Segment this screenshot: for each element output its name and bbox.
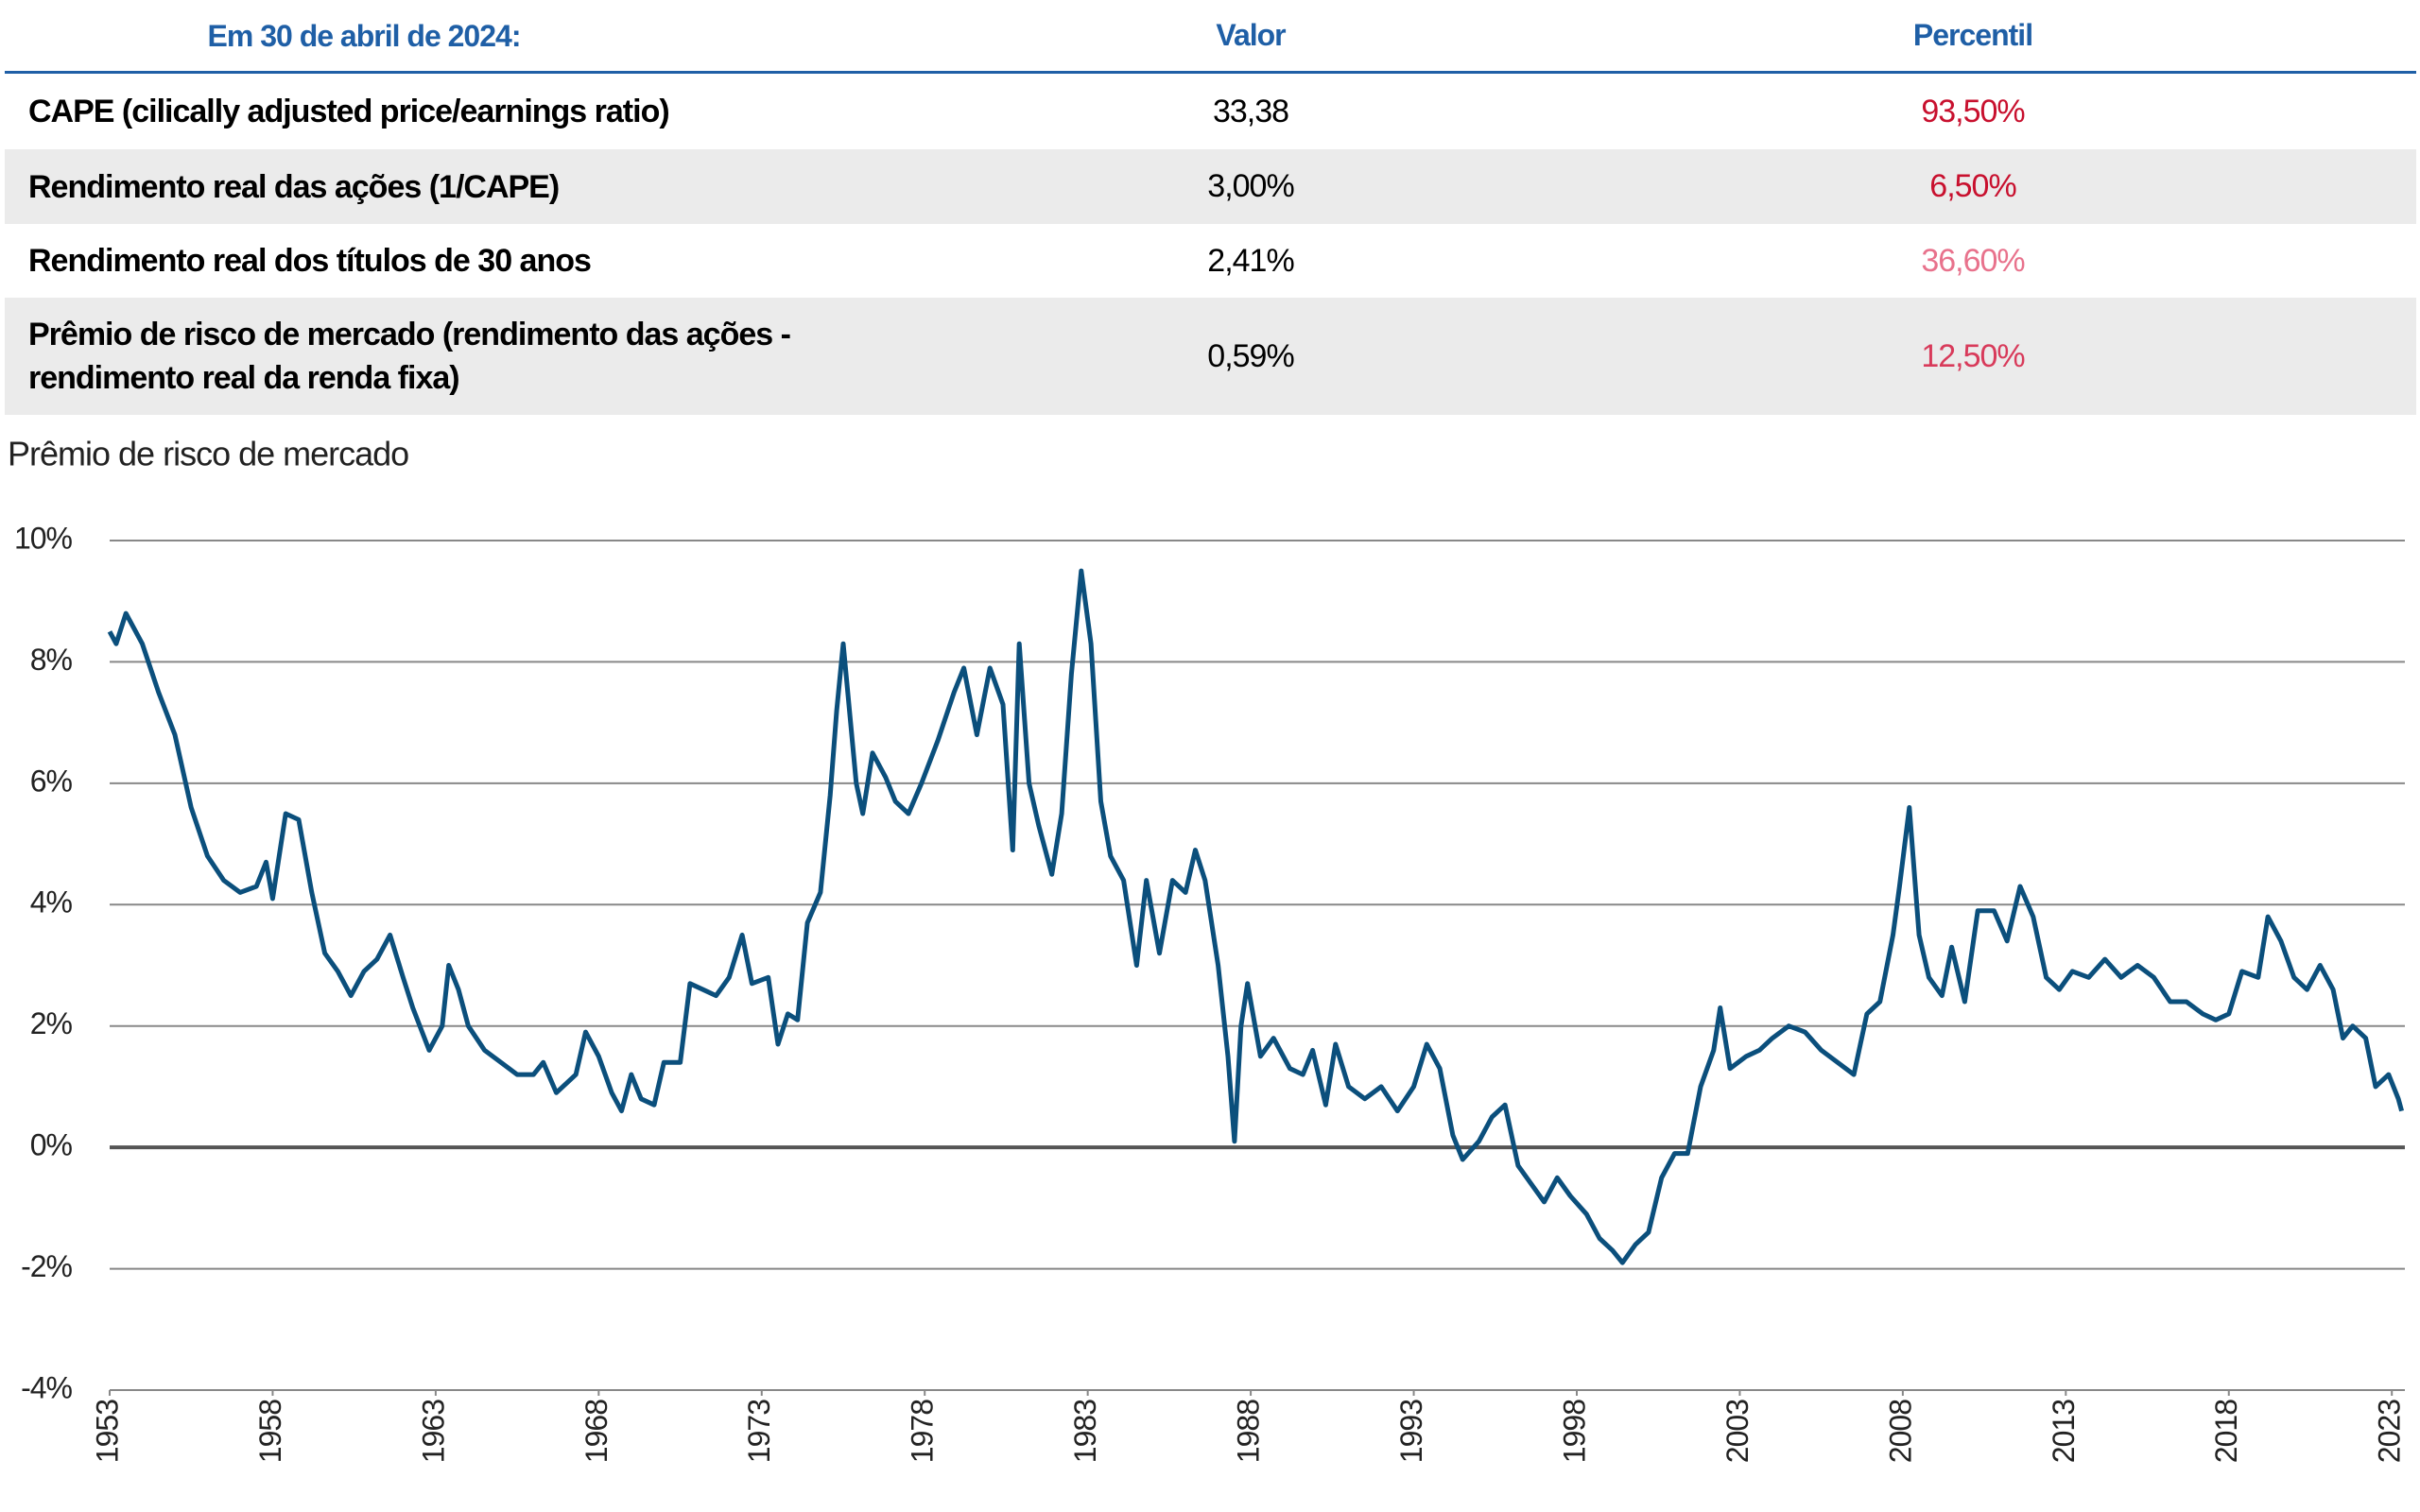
row-label: CAPE (cilically adjusted price/earnings … [28, 94, 670, 129]
table-header: Em 30 de abril de 2024: Valor Percentil [5, 0, 2416, 74]
x-tick-label: 1973 [742, 1400, 776, 1463]
table-row: CAPE (cilically adjusted price/earnings … [5, 74, 2416, 149]
line-series [107, 568, 2405, 1265]
y-tick-label: -4% [21, 1370, 72, 1404]
row-value: 0,59% [1207, 337, 1294, 374]
x-tick-label: 1983 [1068, 1400, 1102, 1463]
x-tick-label: 1958 [253, 1400, 287, 1463]
x-tick-label: 1968 [579, 1400, 614, 1463]
header-cell: Em 30 de abril de 2024: [207, 18, 522, 53]
y-tick-label: -2% [21, 1249, 72, 1283]
x-tick-label: 2023 [2373, 1400, 2407, 1463]
row-percentile: 36,60% [1921, 242, 2025, 279]
summary-table: Em 30 de abril de 2024: Valor Percentil … [5, 0, 2416, 415]
table-row: Prêmio de risco de mercado (rendimento d… [5, 298, 2416, 415]
header-cell: Valor [1216, 18, 1286, 52]
row-label: Rendimento real das ações (1/CAPE) [28, 168, 560, 205]
x-tick-label: 1988 [1232, 1400, 1266, 1463]
x-tick-label: 2003 [1720, 1400, 1754, 1463]
x-tick-label: 1998 [1557, 1400, 1591, 1463]
y-tick-label: 6% [30, 764, 73, 798]
x-tick-label: 2008 [1883, 1400, 1917, 1463]
x-tick-label: 2018 [2209, 1400, 2243, 1463]
row-label: Prêmio de risco de mercado (rendimento d… [28, 317, 791, 396]
table-row: Rendimento real dos títulos de 30 anos 2,… [5, 224, 2416, 298]
y-tick-label: 0% [30, 1128, 73, 1162]
y-tick-label: 10% [14, 521, 73, 555]
row-percentile: 6,50% [1929, 168, 2016, 204]
chart-title: Prêmio de risco de mercado [8, 435, 408, 473]
y-tick-label: 4% [30, 885, 73, 919]
row-value: 33,38 [1212, 93, 1289, 129]
x-tick-label: 2013 [2047, 1400, 2081, 1463]
x-tick-label: 1993 [1394, 1400, 1428, 1463]
table-row: Rendimento real das ações (1/CAPE) 3,00% 6… [5, 149, 2416, 224]
row-value: 3,00% [1207, 168, 1294, 204]
header-cell: Percentil [1912, 18, 2033, 52]
x-tick-label: 1963 [416, 1400, 450, 1463]
y-tick-label: 2% [30, 1006, 73, 1040]
row-percentile: 93,50% [1921, 93, 2025, 129]
x-tick-label: 1978 [906, 1400, 940, 1463]
x-tick-label: 1953 [90, 1400, 124, 1463]
row-percentile: 12,50% [1921, 337, 2025, 374]
y-tick-label: 8% [30, 643, 73, 677]
row-value: 2,41% [1207, 242, 1294, 279]
row-label: Rendimento real dos títulos de 30 anos [28, 243, 592, 279]
